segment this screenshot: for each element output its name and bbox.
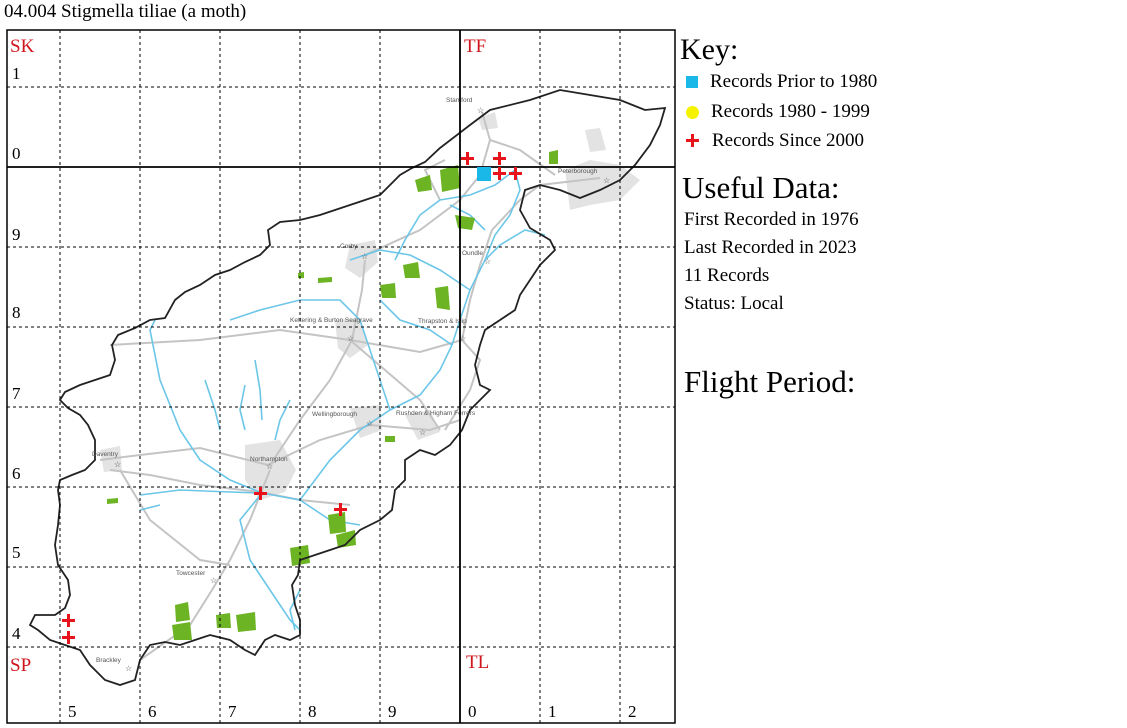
svg-text:☆: ☆ — [477, 106, 484, 115]
svg-text:Kettering & Burton Seagrave: Kettering & Burton Seagrave — [290, 317, 373, 324]
square-label-tl: TL — [466, 652, 489, 673]
record-since-2000 — [509, 167, 522, 180]
square-label-sk: SK — [10, 36, 35, 57]
town-rushden: Rushden & Higham Ferrers ☆ — [396, 410, 476, 437]
svg-text:☆: ☆ — [347, 334, 354, 343]
flight-period-heading: Flight Period: — [684, 364, 856, 399]
key-heading: Key: — [680, 33, 739, 66]
svg-text:0: 0 — [12, 144, 21, 163]
dot-icon — [686, 105, 699, 119]
svg-text:☆: ☆ — [114, 460, 121, 469]
svg-text:Rushden & Higham Ferrers: Rushden & Higham Ferrers — [396, 410, 476, 417]
town-thrapston: Thrapston & Islip ☆ — [418, 318, 467, 343]
svg-text:1: 1 — [548, 702, 557, 721]
svg-text:1: 1 — [12, 64, 21, 83]
record-since-2000 — [493, 152, 506, 165]
svg-text:Daventry: Daventry — [92, 451, 119, 458]
svg-text:Oundle: Oundle — [462, 250, 483, 257]
last-recorded: Last Recorded in 2023 — [684, 237, 857, 258]
key-prior-1980: Records Prior to 1980 — [686, 70, 877, 94]
county-boundary — [28, 89, 667, 686]
svg-text:Towcester: Towcester — [176, 570, 206, 577]
svg-text:☆: ☆ — [484, 257, 491, 266]
svg-text:8: 8 — [308, 702, 317, 721]
svg-text:☆: ☆ — [366, 419, 373, 428]
town-towcester: Towcester ☆ — [176, 570, 217, 585]
record-count: 11 Records — [684, 265, 770, 286]
key-since-2000-label: Records Since 2000 — [712, 130, 864, 151]
town-oundle: Oundle☆ — [462, 250, 491, 266]
svg-text:5: 5 — [12, 543, 21, 562]
svg-text:Northampton: Northampton — [250, 456, 288, 463]
first-recorded: First Recorded in 1976 — [684, 209, 859, 230]
plus-icon — [686, 134, 700, 148]
page-title: 04.004 Stigmella tiliae (a moth) — [4, 1, 247, 22]
svg-text:Peterborough: Peterborough — [558, 168, 598, 175]
town-northampton: Northampton☆ — [250, 456, 288, 471]
svg-text:4: 4 — [12, 624, 21, 643]
records-layer — [62, 152, 522, 644]
square-label-tf: TF — [464, 36, 486, 57]
svg-text:☆: ☆ — [210, 576, 217, 585]
record-since-2000 — [254, 487, 267, 500]
svg-text:☆: ☆ — [419, 428, 426, 437]
key-prior-1980-label: Records Prior to 1980 — [710, 71, 878, 92]
svg-text:7: 7 — [228, 702, 237, 721]
record-prior-1980 — [477, 167, 491, 181]
svg-text:2: 2 — [628, 702, 637, 721]
town-brackley: Brackley☆ — [96, 657, 132, 673]
record-since-2000 — [62, 614, 75, 627]
square-icon — [686, 76, 698, 88]
key-1980-1999: Records 1980 - 1999 — [686, 100, 870, 124]
distribution-map: Stamford☆ Peterborough☆ Corby☆ Oundle☆ K… — [6, 29, 676, 724]
svg-text:9: 9 — [12, 225, 21, 244]
grid-lines — [6, 29, 676, 724]
svg-text:6: 6 — [148, 702, 157, 721]
record-since-2000 — [62, 631, 75, 644]
svg-text:8: 8 — [12, 303, 21, 322]
svg-text:Brackley: Brackley — [96, 657, 122, 664]
svg-text:Wellingborough: Wellingborough — [312, 411, 357, 418]
records-since-2000 — [62, 152, 522, 644]
svg-text:Thrapston & Islip: Thrapston & Islip — [418, 318, 467, 325]
svg-text:☆: ☆ — [125, 664, 132, 673]
svg-text:5: 5 — [68, 702, 77, 721]
town-wellingborough: Wellingborough ☆ — [312, 411, 373, 428]
key-since-2000: Records Since 2000 — [686, 129, 864, 153]
svg-text:6: 6 — [12, 464, 21, 483]
record-since-2000 — [461, 152, 474, 165]
key-1980-1999-label: Records 1980 - 1999 — [711, 101, 870, 122]
column-labels: 5 6 7 8 9 0 1 2 — [68, 702, 637, 721]
svg-text:0: 0 — [468, 702, 477, 721]
svg-text:7: 7 — [12, 384, 21, 403]
town-kettering: Kettering & Burton Seagrave ☆ — [290, 317, 373, 343]
row-labels: 1 0 9 8 7 6 5 4 — [12, 64, 21, 643]
record-since-2000 — [493, 167, 506, 180]
town-labels: Stamford☆ Peterborough☆ Corby☆ Oundle☆ K… — [92, 97, 610, 673]
town-daventry: Daventry ☆ — [92, 451, 121, 469]
svg-text:☆: ☆ — [603, 176, 610, 185]
town-peterborough: Peterborough ☆ — [558, 168, 610, 185]
svg-text:☆: ☆ — [361, 252, 368, 261]
svg-text:☆: ☆ — [459, 334, 466, 343]
record-since-2000 — [334, 503, 347, 516]
square-labels: SK TF SP TL — [10, 36, 489, 676]
useful-data-heading: Useful Data: — [682, 170, 840, 205]
roads — [99, 111, 601, 661]
square-label-sp: SP — [10, 655, 31, 676]
svg-text:☆: ☆ — [266, 462, 273, 471]
town-stamford: Stamford☆ — [446, 97, 484, 115]
svg-text:9: 9 — [388, 702, 397, 721]
status: Status: Local — [684, 293, 784, 314]
rivers — [139, 169, 546, 631]
